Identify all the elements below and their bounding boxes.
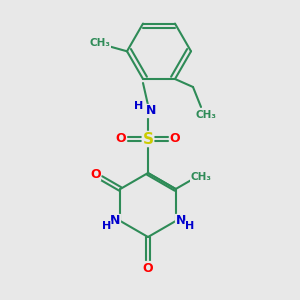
Text: H: H	[102, 221, 111, 231]
Text: S: S	[142, 131, 154, 146]
Text: O: O	[143, 262, 153, 275]
Text: CH₃: CH₃	[196, 110, 217, 120]
Text: N: N	[146, 104, 156, 118]
Text: CH₃: CH₃	[89, 38, 110, 48]
Text: O: O	[90, 167, 101, 181]
Text: N: N	[110, 214, 121, 227]
Text: CH₃: CH₃	[190, 172, 212, 182]
Text: H: H	[134, 101, 144, 111]
Text: O: O	[170, 133, 180, 146]
Text: H: H	[185, 221, 194, 231]
Text: O: O	[116, 133, 126, 146]
Text: N: N	[176, 214, 186, 227]
